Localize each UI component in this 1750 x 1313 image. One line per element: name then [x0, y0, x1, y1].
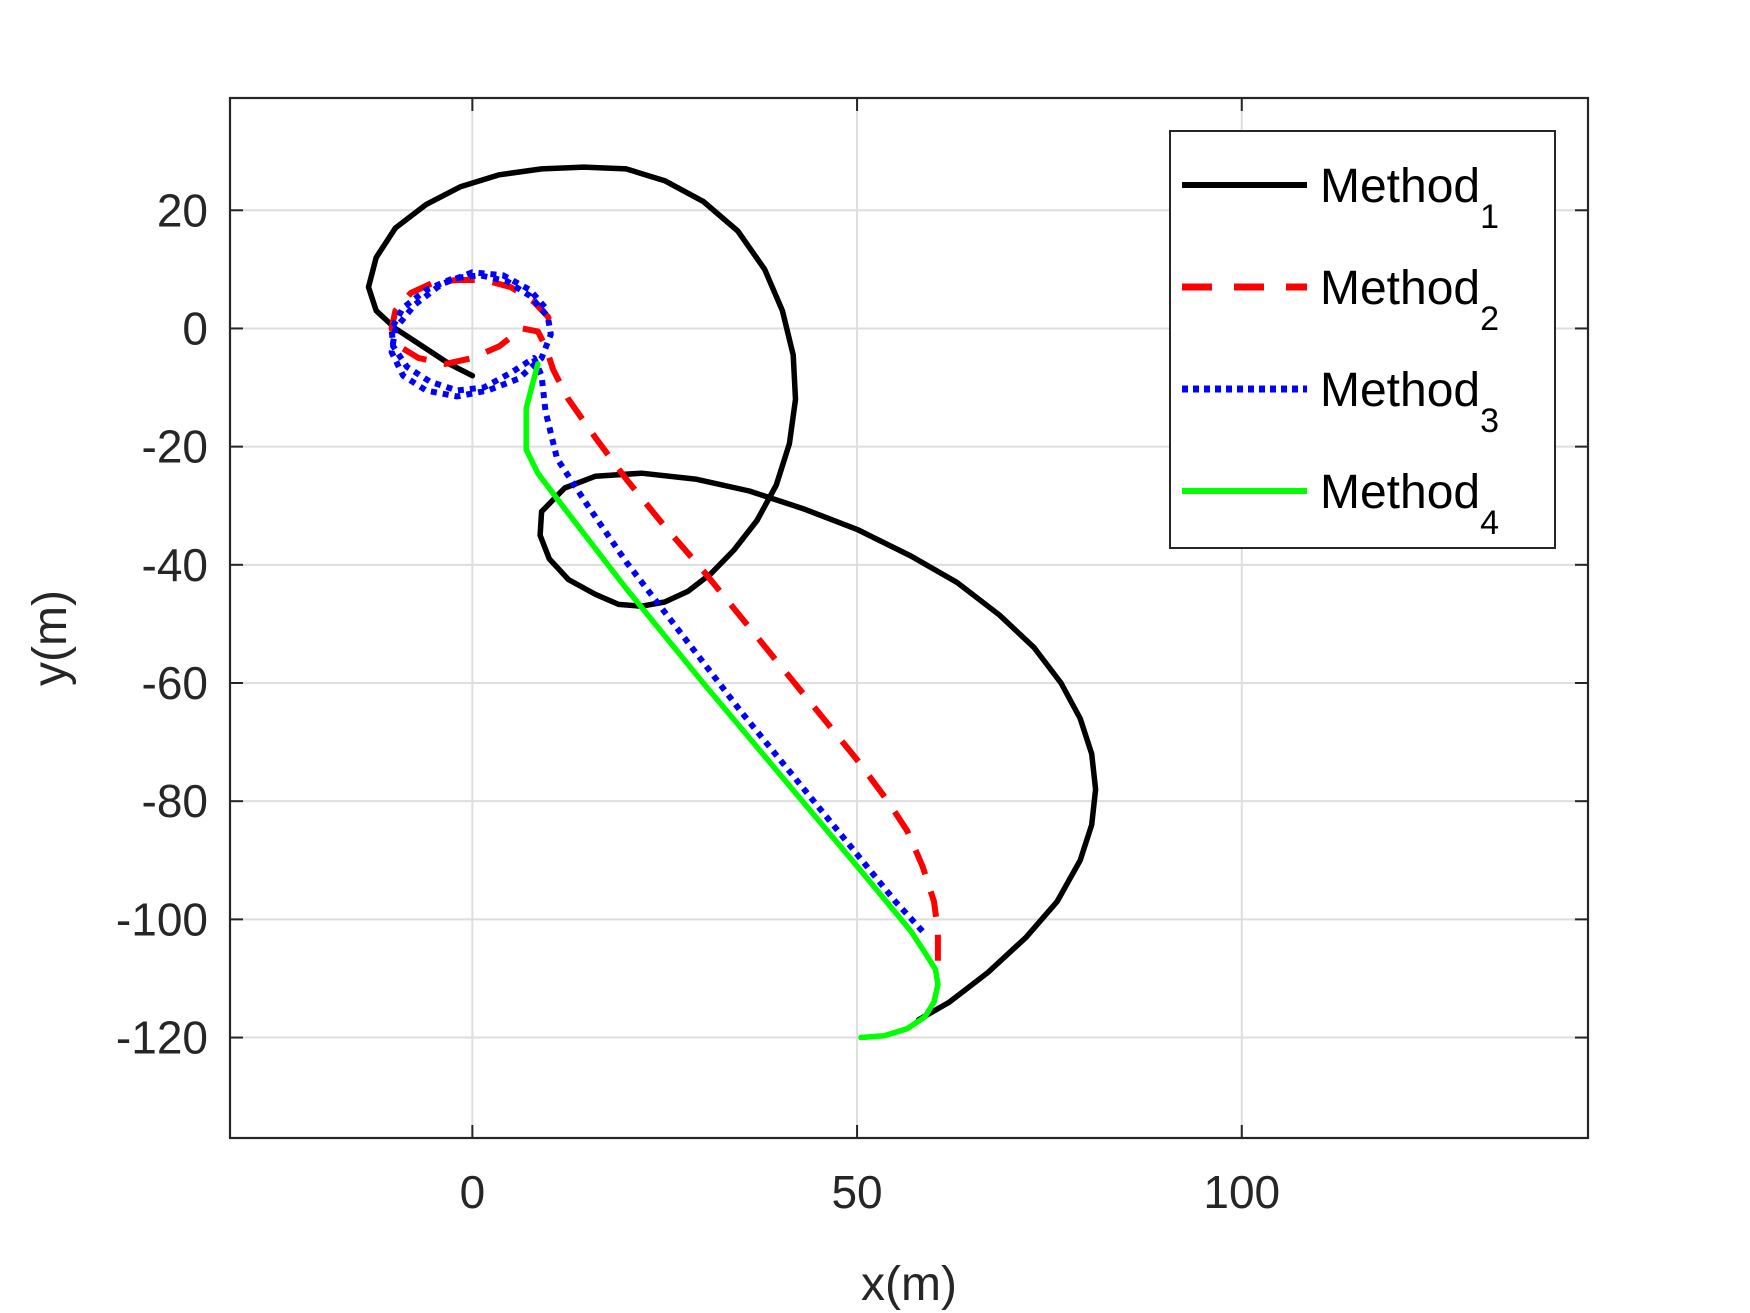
- x-tick-label: 0: [460, 1166, 486, 1218]
- y-tick-label: -120: [116, 1012, 208, 1064]
- y-tick-label: -100: [116, 893, 208, 945]
- y-tick-label: 0: [182, 302, 208, 354]
- y-axis-label: y(m): [24, 590, 77, 686]
- legend-box: [1169, 130, 1556, 549]
- y-tick-label: -60: [142, 657, 208, 709]
- x-axis-label: x(m): [861, 1258, 957, 1311]
- y-tick-label: -20: [142, 421, 208, 473]
- legend-subscript: 3: [1480, 402, 1499, 440]
- x-tick-label: 50: [831, 1166, 882, 1218]
- x-tick-label: 100: [1203, 1166, 1280, 1218]
- legend-subscript: 1: [1480, 198, 1499, 236]
- y-tick-label: -40: [142, 539, 208, 591]
- series-line-method-3: [388, 269, 925, 934]
- series-line-method-4: [523, 361, 941, 1041]
- y-tick-label: 20: [157, 184, 208, 236]
- legend-subscript: 2: [1480, 300, 1499, 338]
- series-group: [365, 164, 1099, 1041]
- ticks: 0 50 100 20 0 -20 -40 -60 -80 -100 -120: [116, 98, 1588, 1218]
- legend-subscript: 4: [1480, 504, 1499, 542]
- y-tick-label: -80: [142, 775, 208, 827]
- series-line-method-2: [388, 277, 941, 961]
- plot-frame: [228, 96, 1590, 1140]
